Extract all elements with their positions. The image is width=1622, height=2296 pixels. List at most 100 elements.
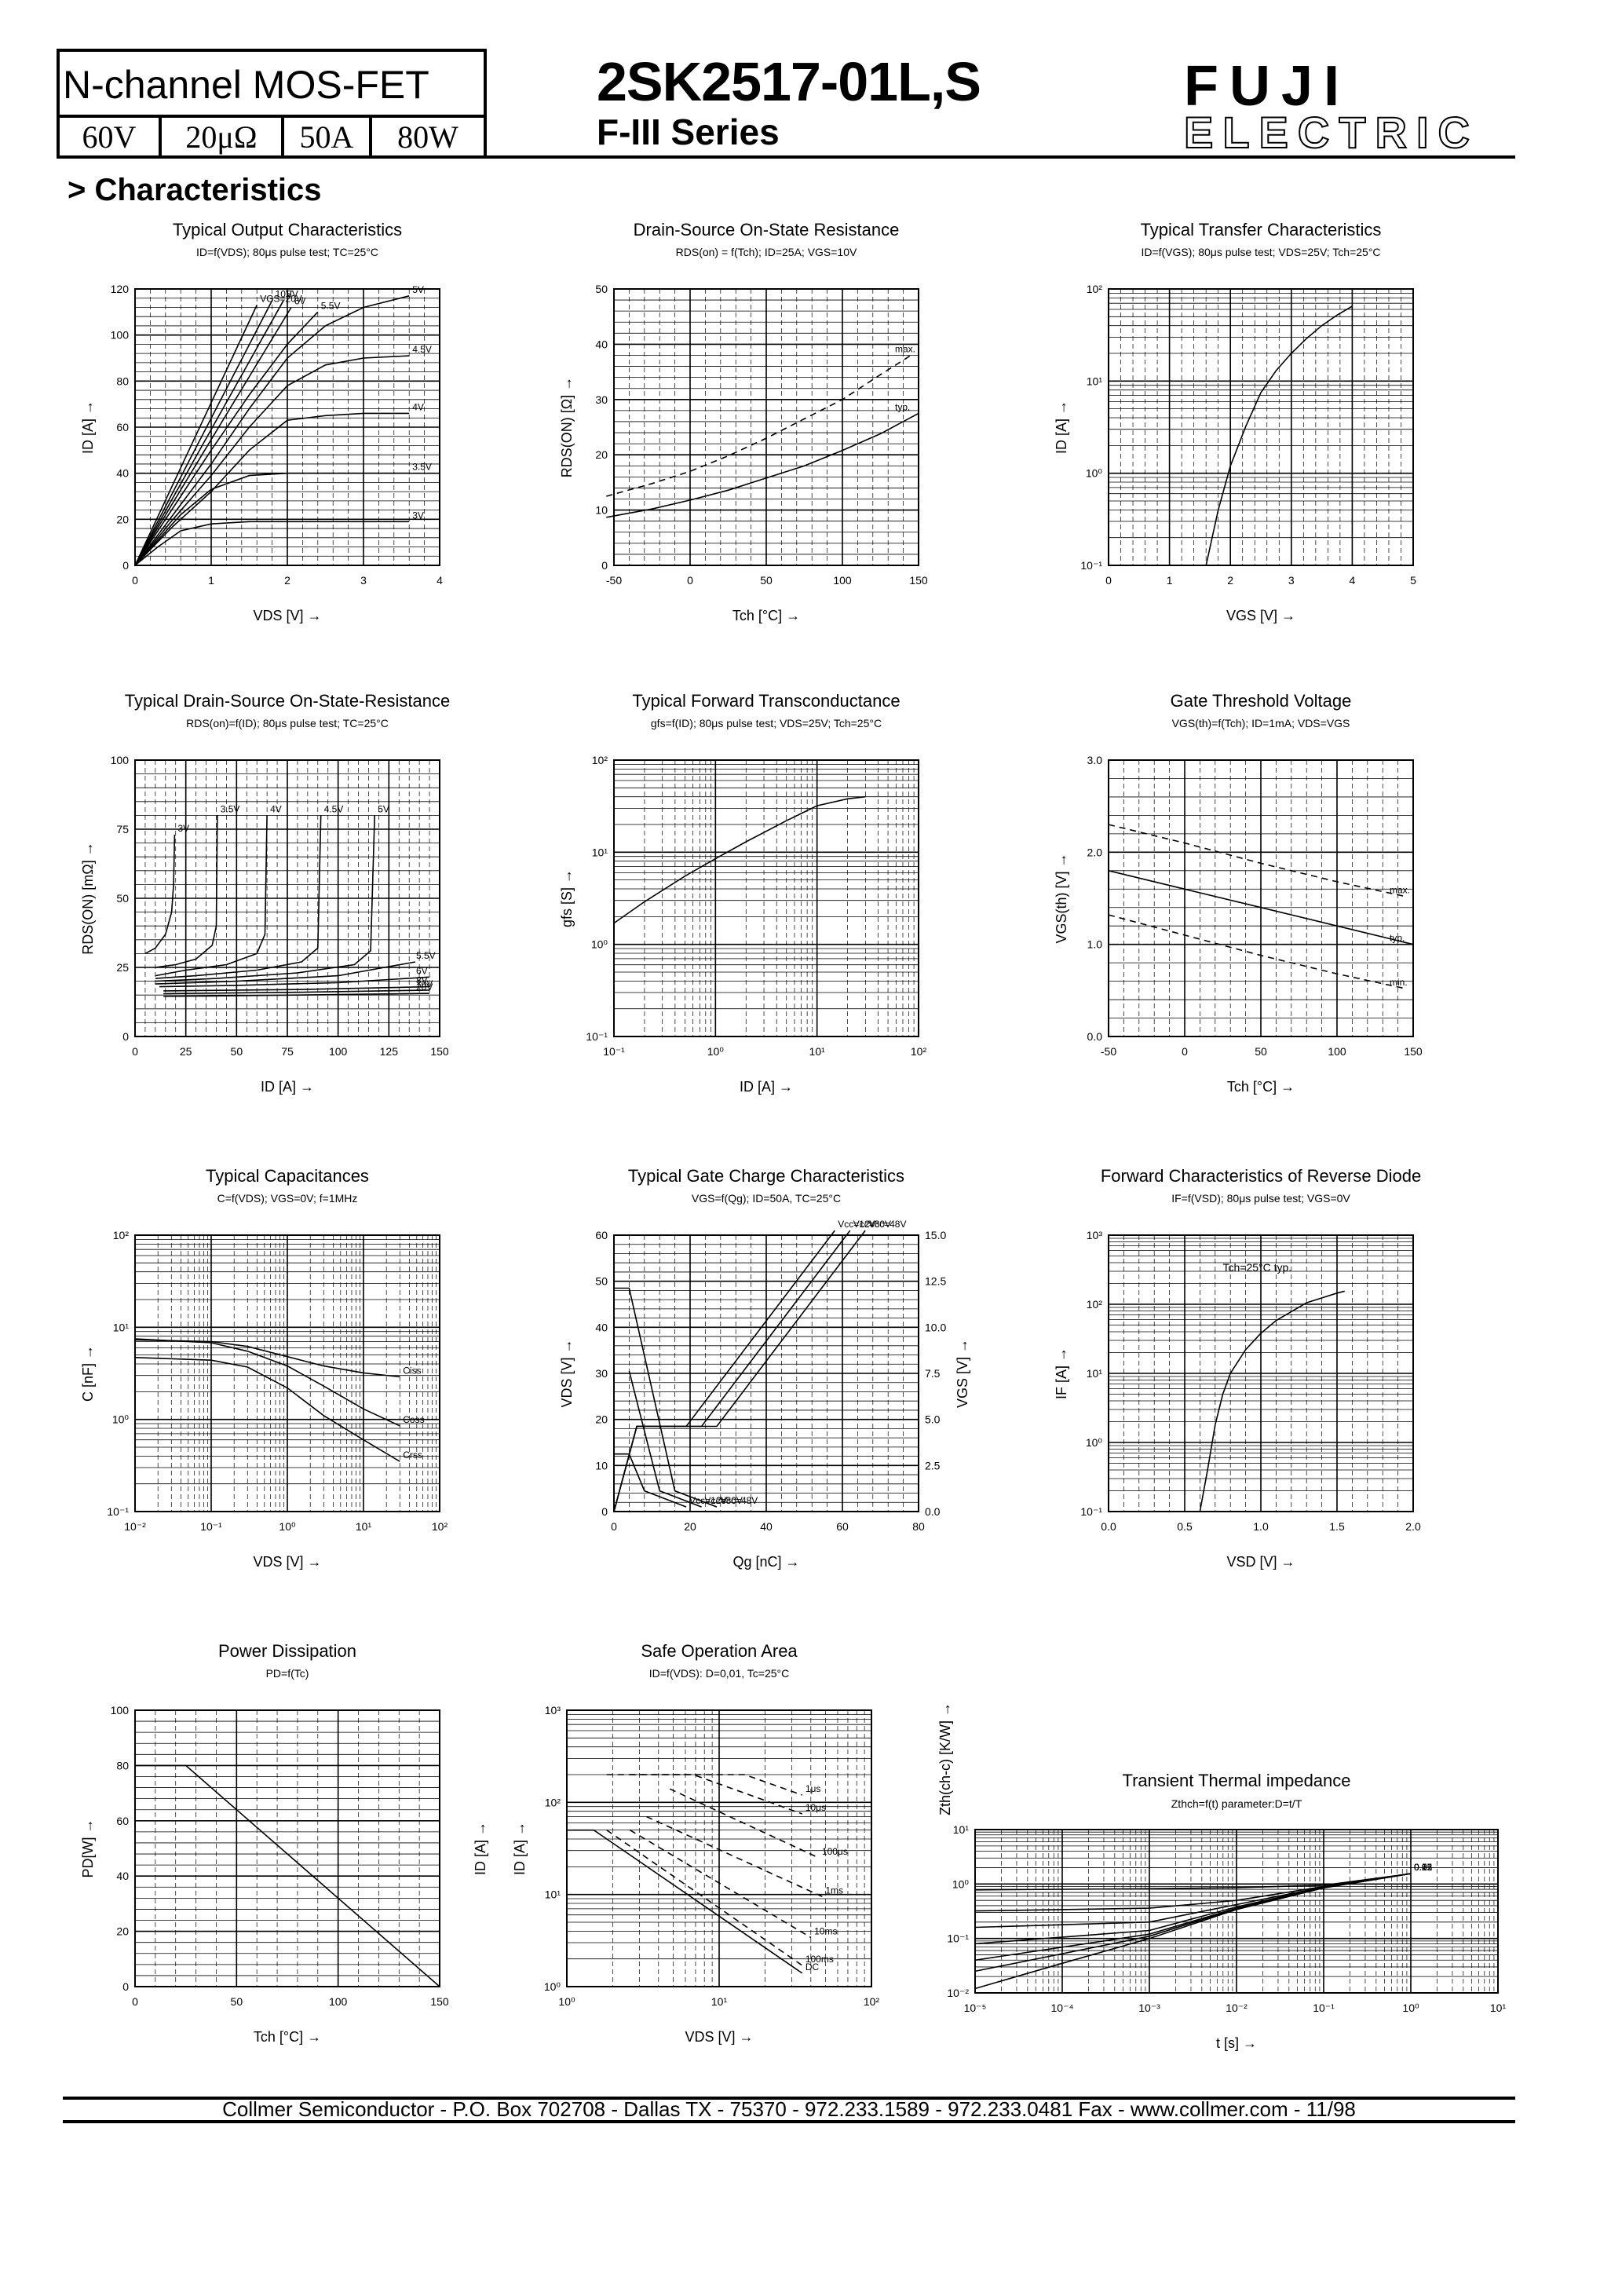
series-label: min.: [1390, 977, 1408, 988]
chart-subtitle: PD=f(Tc): [266, 1667, 309, 1680]
series-line: [134, 1357, 400, 1462]
plot-frame: [134, 1234, 440, 1512]
y-tick-label: 10⁰: [544, 1980, 561, 1993]
chart-safe-operating-area: Safe Operation Area ID=f(VDS): D=0,01, Tc…: [502, 1641, 974, 2081]
x-tick-label: 80: [912, 1520, 925, 1533]
x-tick-label: 0.0: [1101, 1520, 1116, 1533]
x-tick-label: 100: [329, 1045, 348, 1058]
x-tick-label: 50: [760, 574, 773, 587]
y-tick-label: 10⁰: [112, 1413, 130, 1426]
y-tick-label: 40: [595, 1321, 608, 1333]
series-line: [134, 300, 273, 566]
x-tick-label: 1: [1167, 574, 1173, 587]
y-tick-label: 100: [111, 1704, 130, 1717]
series-label: 3.5V: [412, 462, 432, 473]
x-tick-label: 125: [380, 1045, 399, 1058]
series-label: Ciss: [403, 1365, 421, 1376]
series-line: [144, 834, 176, 955]
series-line: [669, 1788, 820, 1859]
y-tick-label: 30: [595, 393, 608, 406]
x-tick-label: 10²: [911, 1045, 927, 1058]
y-tick-label: 60: [595, 1229, 608, 1241]
x-tick-label: 150: [1404, 1045, 1423, 1058]
series-line: [606, 412, 919, 518]
chart-title: Transient Thermal impedance: [1122, 1771, 1350, 1790]
series-line: [134, 1338, 400, 1427]
x-axis-label: ID [A] →: [261, 1079, 314, 1095]
x-axis-label: Tch [°C] →: [732, 608, 800, 623]
chart-subtitle: VGS(th)=f(Tch); ID=1mA; VDS=VGS: [1172, 717, 1350, 729]
series-label: typ.: [895, 401, 910, 412]
plot-frame: [134, 288, 440, 566]
series-label: Vcc=12V: [838, 1219, 875, 1230]
series-line: [606, 1774, 803, 1796]
x-tick-label: 2: [1227, 574, 1233, 587]
x-axis-label: VDS [V] →: [253, 1554, 321, 1570]
chart-title: Typical Forward Transconductance: [632, 691, 900, 711]
chart-subtitle: RDS(on)=f(ID); 80μs pulse test; TC=25°C: [186, 717, 389, 729]
y-tick-label: 10¹: [1087, 375, 1103, 387]
y-tick-label: 50: [116, 892, 129, 905]
series-line: [1199, 1290, 1345, 1512]
series-label: 3.5V: [221, 803, 240, 814]
x-tick-label: 150: [430, 1995, 449, 2008]
chart-transfer-characteristics: Typical Transfer Characteristics ID=f(VGS…: [1044, 220, 1515, 660]
series-label: max.: [1390, 885, 1410, 896]
x-tick-label: 0: [611, 1520, 617, 1533]
series-label: Vcc=48V: [868, 1219, 906, 1230]
y-tick-label: 0: [601, 1505, 608, 1518]
x-tick-label: 2.0: [1405, 1520, 1421, 1533]
plot-frame: [134, 759, 440, 1037]
chart-title: Safe Operation Area: [641, 1641, 798, 1661]
y-axis-label: RDS(ON) [mΩ] →: [80, 842, 96, 954]
series-label: 5.5V: [321, 300, 341, 311]
series-line: [135, 1764, 440, 1987]
y-tick-label: 10⁰: [591, 938, 608, 951]
series-line: [628, 1370, 702, 1508]
spec-resistance: 20μΩ: [162, 118, 284, 159]
y-tick-label: 0: [601, 559, 608, 572]
x-tick-label: 10⁻¹: [200, 1520, 222, 1533]
part-number: 2SK2517-01L,S: [597, 51, 981, 112]
y-tick-label: 40: [116, 1870, 129, 1882]
chart-title: Gate Threshold Voltage: [1171, 691, 1352, 711]
series-line: [163, 989, 430, 995]
y-tick-label: 1.0: [1087, 938, 1103, 951]
plot-frame: [566, 1709, 872, 1987]
series-label: 100μs: [822, 1846, 848, 1857]
x-tick-label: 10¹: [356, 1520, 372, 1533]
y2-tick-label: 12.5: [925, 1275, 946, 1288]
chart-subtitle: ID=f(VDS): D=0,01, Tc=25°C: [649, 1667, 789, 1680]
series-label: 100ms: [806, 1954, 834, 1965]
series-line: [134, 355, 410, 566]
chart-output-characteristics: Typical Output Characteristics ID=f(VDS);…: [71, 220, 542, 660]
fuji-electric-logo: FUJI ELECTRIC: [1183, 55, 1514, 158]
chart-title: Typical Output Characteristics: [173, 220, 402, 239]
x-tick-label: 10⁻¹: [603, 1045, 625, 1058]
y-tick-label: 0.0: [1087, 1030, 1103, 1043]
chart-subtitle: VGS=f(Qg); ID=50A, TC=25°C: [692, 1192, 841, 1205]
y-tick-label: 20: [595, 1413, 608, 1426]
y-tick-label: 2.0: [1087, 846, 1103, 858]
series-line: [163, 993, 430, 997]
y-tick-label: 10⁻¹: [1080, 559, 1102, 572]
x-axis-label: VDS [V] →: [253, 608, 321, 623]
x-tick-label: 10⁻²: [124, 1520, 146, 1533]
y-tick-label: 100: [111, 329, 130, 342]
y-tick-label: 10⁻²: [947, 1987, 969, 1999]
y-tick-label: 20: [595, 448, 608, 461]
grid: [613, 288, 919, 566]
y-tick-label: 0: [122, 1030, 129, 1043]
y-tick-label: 10²: [592, 754, 608, 766]
x-axis-label: VGS [V] →: [1226, 608, 1295, 623]
series-line: [163, 985, 430, 992]
series-line: [134, 521, 410, 566]
x-tick-label: 0.5: [1177, 1520, 1193, 1533]
x-tick-label: 10⁻⁴: [1051, 2002, 1074, 2014]
y-tick-label: 40: [116, 467, 129, 480]
y2-tick-label: 10.0: [925, 1321, 946, 1333]
series-label: 8V: [416, 975, 428, 986]
y-tick-label: 60: [116, 421, 129, 433]
series-label: 4V: [412, 401, 424, 412]
series-line: [1108, 824, 1406, 898]
